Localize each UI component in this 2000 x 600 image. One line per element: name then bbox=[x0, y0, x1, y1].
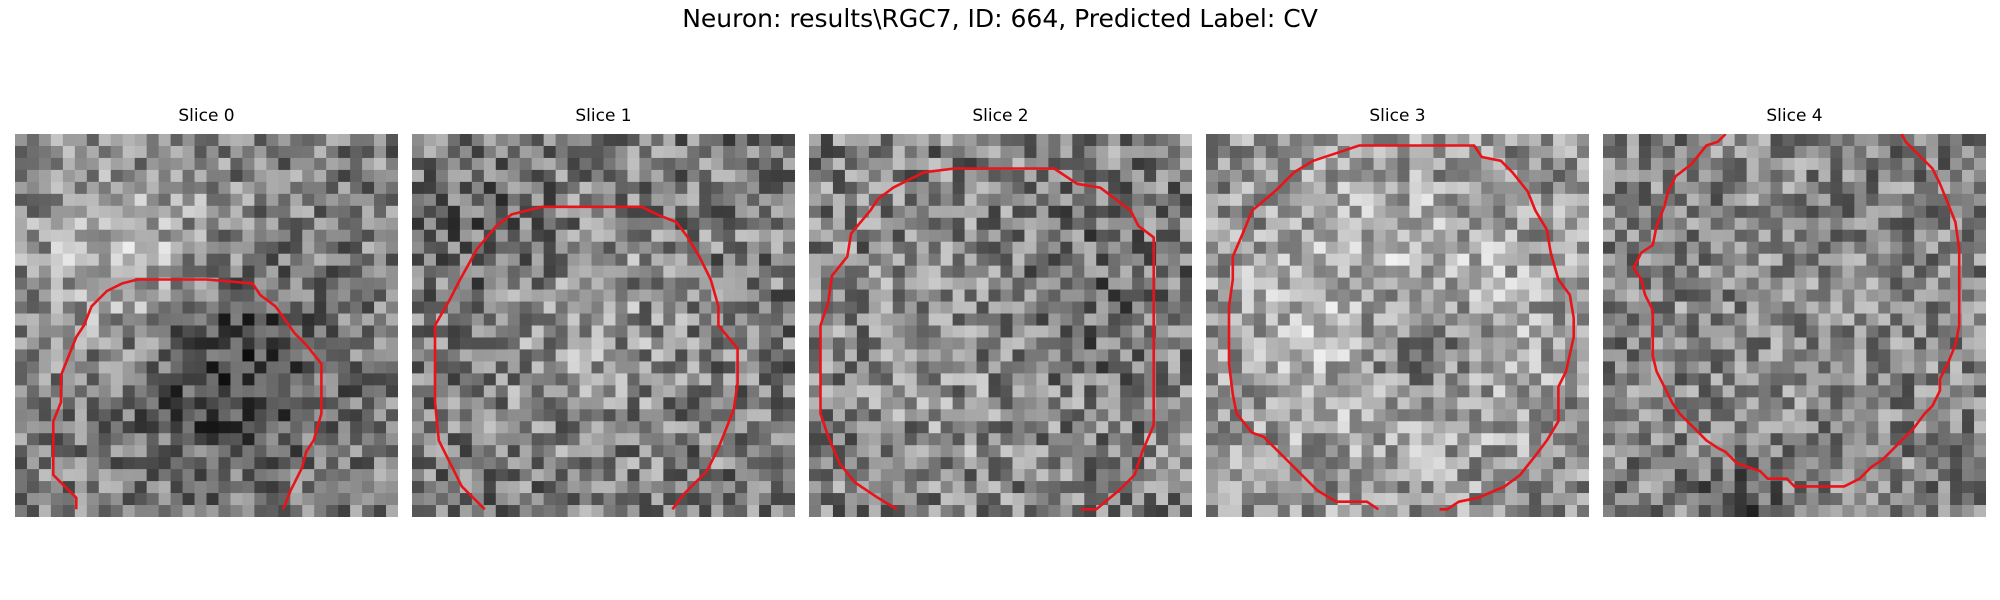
slice-panel-2: Slice 2 bbox=[809, 106, 1192, 526]
pixel-grid bbox=[809, 134, 1192, 517]
slice-panel-3: Slice 3 bbox=[1206, 106, 1589, 526]
pixel-grid bbox=[412, 134, 795, 517]
slice-panel-1: Slice 1 bbox=[412, 106, 795, 526]
slice-panel-4: Slice 4 bbox=[1603, 106, 1986, 526]
slice-title: Slice 1 bbox=[575, 106, 632, 126]
slice-title: Slice 2 bbox=[972, 106, 1029, 126]
figure-title: Neuron: results\RGC7, ID: 664, Predicted… bbox=[682, 4, 1318, 33]
slice-title: Slice 4 bbox=[1766, 106, 1823, 126]
slice-image bbox=[1603, 134, 1986, 517]
cell-contour bbox=[51, 278, 323, 510]
slice-image bbox=[1206, 134, 1589, 517]
slice-image bbox=[412, 134, 795, 517]
cell-contour bbox=[1227, 144, 1576, 511]
cell-contour bbox=[1632, 134, 1961, 488]
cell-contour bbox=[819, 167, 1156, 511]
slice-title: Slice 3 bbox=[1369, 106, 1426, 126]
slice-image bbox=[809, 134, 1192, 517]
pixel-grid bbox=[15, 134, 398, 517]
slice-image bbox=[15, 134, 398, 517]
slice-title: Slice 0 bbox=[178, 106, 235, 126]
pixel-grid bbox=[1603, 134, 1986, 517]
cell-contour bbox=[433, 205, 739, 511]
pixel-grid bbox=[1206, 134, 1589, 517]
slice-panel-0: Slice 0 bbox=[15, 106, 398, 526]
